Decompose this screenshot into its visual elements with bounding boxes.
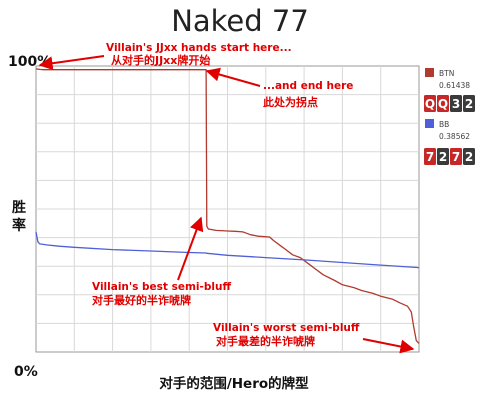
annotation-jjxx-end: ...and end here 此处为拐点 bbox=[205, 67, 353, 109]
annotation-arrow-best-semibluff bbox=[177, 216, 204, 281]
card-rank: 2 bbox=[465, 150, 473, 164]
card-tile bbox=[463, 95, 475, 112]
legend-swatch-btn bbox=[425, 68, 434, 77]
annotation-arrow-worst-semibluff bbox=[362, 338, 415, 354]
y-tick-label-0: 0% bbox=[14, 364, 38, 380]
chart-title: Naked 77 bbox=[171, 4, 309, 38]
grid-lines bbox=[36, 66, 419, 352]
annotation-best-semibluff-en: Villain's best semi-bluff bbox=[92, 281, 231, 293]
legend-label-bb: BB bbox=[439, 120, 449, 129]
annotation-jjxx-end-en: ...and end here bbox=[263, 80, 353, 92]
legend-swatch-bb bbox=[425, 119, 434, 128]
card-rank: 3 bbox=[452, 97, 460, 111]
card-rank: 2 bbox=[465, 97, 473, 111]
card-tile bbox=[424, 95, 436, 112]
y-axis-label: 胜率 bbox=[12, 200, 26, 234]
annotation-arrow-jjxx-start bbox=[38, 55, 105, 71]
card-tile bbox=[437, 95, 449, 112]
series-line-btn bbox=[35, 68, 420, 344]
annotation-jjxx-start-cn: 从对手的JJxx牌开始 bbox=[111, 53, 210, 67]
card-tile bbox=[463, 148, 475, 165]
card-rank: 2 bbox=[439, 150, 447, 164]
card-rank: Q bbox=[438, 97, 448, 111]
annotation-worst-semibluff: Villain's worst semi-bluff 对手最差的半诈唬牌 bbox=[213, 322, 415, 354]
card-rank: 7 bbox=[452, 150, 460, 164]
card-tile bbox=[424, 148, 436, 165]
annotation-worst-semibluff-cn: 对手最差的半诈唬牌 bbox=[216, 334, 315, 348]
annotation-jjxx-start-en: Villain's JJxx hands start here... bbox=[106, 42, 292, 54]
legend-equity-btn: 0.61438 bbox=[439, 81, 470, 90]
card-rank: Q bbox=[425, 97, 435, 111]
card-tile bbox=[437, 148, 449, 165]
legend-equity-bb: 0.38562 bbox=[439, 132, 470, 141]
card-rank: 7 bbox=[426, 150, 434, 164]
annotation-best-semibluff: Villain's best semi-bluff 对手最好的半诈唬牌 bbox=[92, 216, 231, 307]
y-tick-label-100: 100% bbox=[8, 54, 51, 70]
annotation-jjxx-end-cn: 此处为拐点 bbox=[263, 95, 318, 109]
x-axis-label: 对手的范围/Hero的牌型 bbox=[159, 375, 309, 392]
card-tile bbox=[450, 95, 462, 112]
annotation-best-semibluff-cn: 对手最好的半诈唬牌 bbox=[92, 293, 191, 307]
card-tile bbox=[450, 148, 462, 165]
legend-label-btn: BTN bbox=[439, 69, 454, 78]
annotation-jjxx-start: Villain's JJxx hands start here... 从对手的J… bbox=[38, 42, 292, 71]
annotation-arrow-jjxx-end bbox=[205, 67, 261, 87]
annotation-worst-semibluff-en: Villain's worst semi-bluff bbox=[213, 322, 360, 334]
